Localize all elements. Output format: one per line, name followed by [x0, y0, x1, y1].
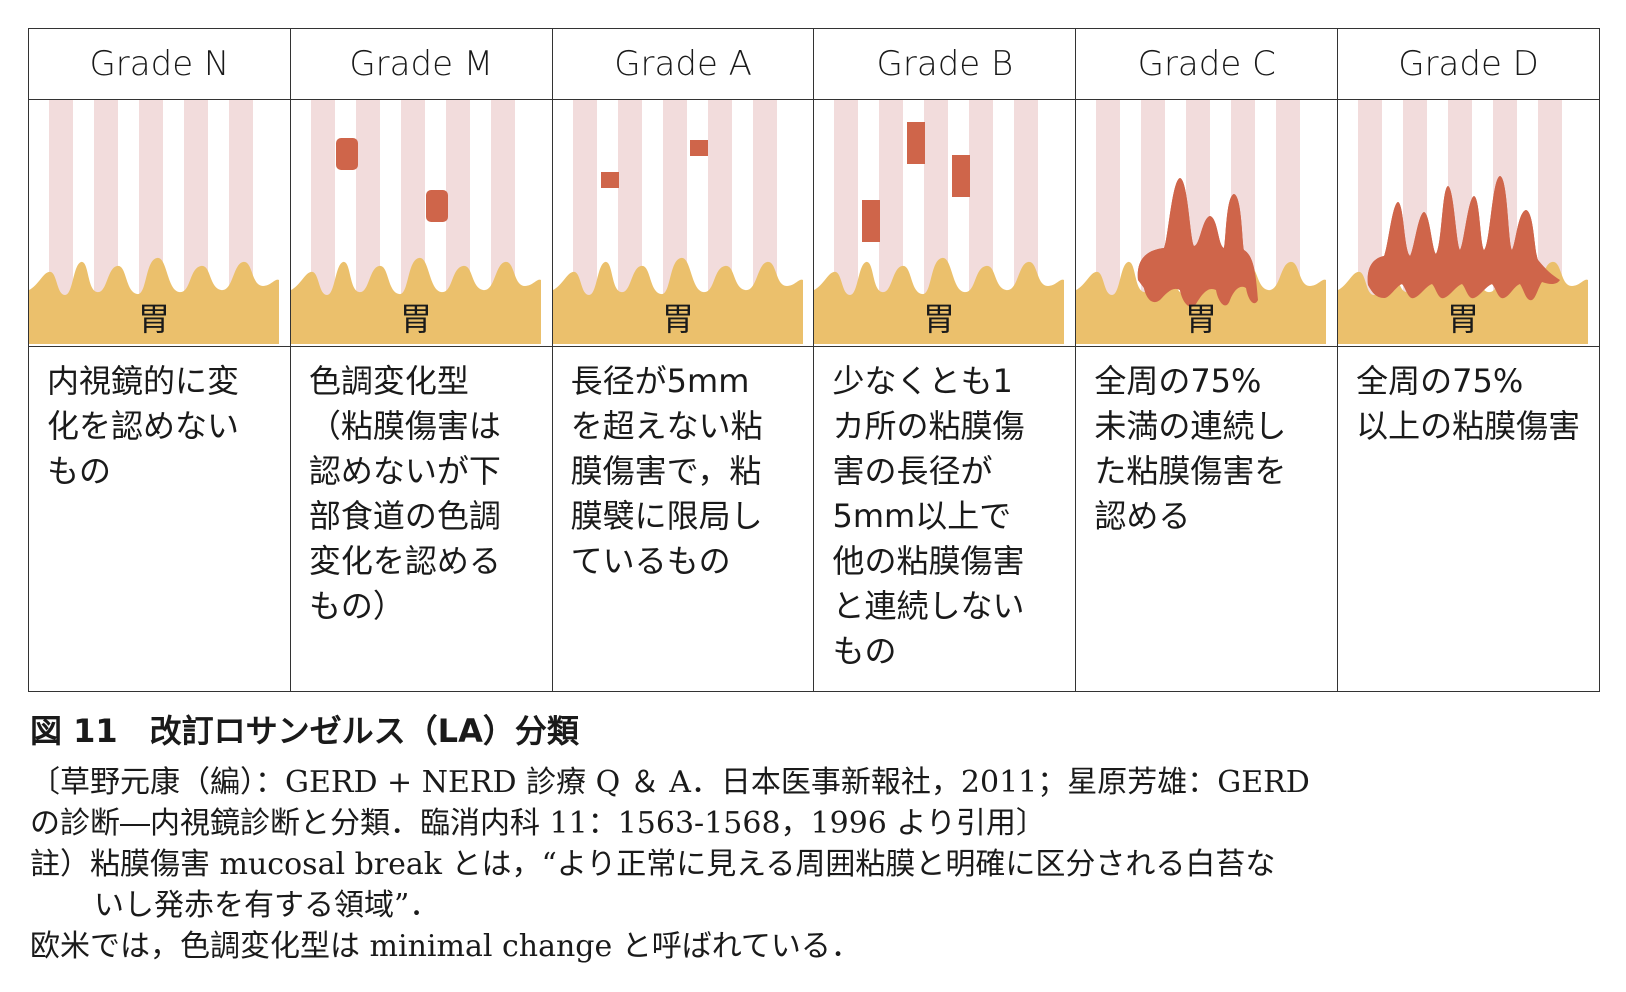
stomach-region: [290, 257, 541, 344]
source-line-2: の診断―内視鏡診断と分類．臨消内科 11：1563-1568，1996 より引用…: [30, 806, 1046, 841]
stomach-region: [552, 257, 803, 344]
grade-b-description: 少なくとも1 カ所の粘膜傷 害の長径が 5mm以上で 他の粘膜傷害 と連続しない…: [832, 362, 1025, 670]
grade-m-column: Grade M 胃 色調変化型 （粘膜傷害は 認めないが下 部食道の色調 変化を…: [290, 29, 553, 691]
esophagus-diagram: 胃: [814, 100, 1065, 344]
grade-c-illustration: 胃: [1076, 100, 1338, 347]
stomach-label: 胃: [662, 300, 694, 338]
esophagus-diagram: 胃: [29, 100, 279, 344]
mucosal-lesion-patch: [952, 155, 971, 197]
la-classification-table: Grade N 胃 内視鏡的に変 化を認めない もの Grade M 胃 色調変…: [28, 28, 1600, 692]
grade-m-header: Grade M: [290, 29, 552, 100]
grade-c-column: Grade C 胃 全周の75% 未満の連続し た粘膜傷害を 認める: [1076, 29, 1339, 691]
grade-d-illustration: 胃: [1338, 100, 1599, 347]
grade-m-illustration: 胃: [290, 100, 552, 347]
stomach-region: [1076, 257, 1327, 344]
note-line-2: いし発赤を有する領域”．: [94, 888, 440, 923]
mucosal-lesion-patch: [335, 138, 358, 170]
grade-n-description: 内視鏡的に変 化を認めない もの: [47, 362, 240, 490]
mucosal-lesion-patch: [689, 140, 708, 156]
esophagus-diagram: 胃: [552, 100, 803, 344]
grade-d-description: 全周の75% 以上の粘膜傷害: [1356, 362, 1581, 445]
note-line-3: 欧米では，色調変化型は minimal change と呼ばれている．: [30, 929, 861, 964]
stomach-label: 胃: [1447, 300, 1479, 338]
grade-c-description: 全周の75% 未満の連続し た粘膜傷害を 認める: [1094, 362, 1287, 535]
grade-d-header: Grade D: [1338, 29, 1599, 100]
grade-b-illustration: 胃: [814, 100, 1076, 347]
grade-c-header: Grade C: [1076, 29, 1338, 100]
grade-a-header: Grade A: [552, 29, 814, 100]
stomach-label: 胃: [1185, 300, 1217, 338]
stomach-region: [29, 257, 279, 344]
grade-b-header: Grade B: [814, 29, 1076, 100]
esophagus-diagram: 胃: [1338, 100, 1589, 344]
source-line-1: 〔草野元康（編）：GERD + NERD 診療 Q ＆ A．日本医事新報社，20…: [30, 765, 1310, 800]
stomach-region: [1338, 257, 1589, 344]
stomach-label: 胃: [138, 300, 170, 338]
stomach-region: [814, 257, 1065, 344]
figure-caption: 図 11 改訂ロサンゼルス（LA）分類: [30, 712, 579, 750]
figure-notes: 〔草野元康（編）：GERD + NERD 診療 Q ＆ A．日本医事新報社，20…: [30, 762, 1600, 967]
grade-d-column: Grade D 胃 全周の75% 以上の粘膜傷害: [1338, 29, 1599, 691]
esophagus-diagram: 胃: [290, 100, 541, 344]
mucosal-break-lesion-overlay: [1367, 176, 1561, 301]
grade-a-column: Grade A 胃 長径が5mm を超えない粘 膜傷害で，粘 膜襞に限局し てい…: [552, 29, 815, 691]
mucosal-lesion-patch: [600, 172, 619, 188]
stomach-label: 胃: [400, 300, 432, 338]
mucosal-lesion-patch: [862, 200, 881, 242]
mucosal-break-lesion-overlay: [1138, 178, 1259, 307]
grade-a-illustration: 胃: [552, 100, 814, 347]
grade-n-column: Grade N 胃 内視鏡的に変 化を認めない もの: [29, 29, 291, 691]
grade-n-header: Grade N: [29, 29, 290, 100]
stomach-label: 胃: [923, 300, 955, 338]
grade-m-description: 色調変化型 （粘膜傷害は 認めないが下 部食道の色調 変化を認める もの）: [308, 362, 501, 625]
note-line-1: 註）粘膜傷害 mucosal break とは，“より正常に見える周囲粘膜と明確…: [30, 847, 1276, 882]
grade-a-description: 長径が5mm を超えない粘 膜傷害で，粘 膜襞に限局し ているもの: [570, 362, 763, 580]
mucosal-lesion-patch: [425, 190, 448, 222]
grade-b-column: Grade B 胃 少なくとも1 カ所の粘膜傷 害の長径が 5mm以上で 他の粘…: [814, 29, 1077, 691]
mucosal-lesion-patch: [907, 122, 926, 164]
esophagus-diagram: 胃: [1076, 100, 1327, 344]
grade-n-illustration: 胃: [29, 100, 290, 347]
